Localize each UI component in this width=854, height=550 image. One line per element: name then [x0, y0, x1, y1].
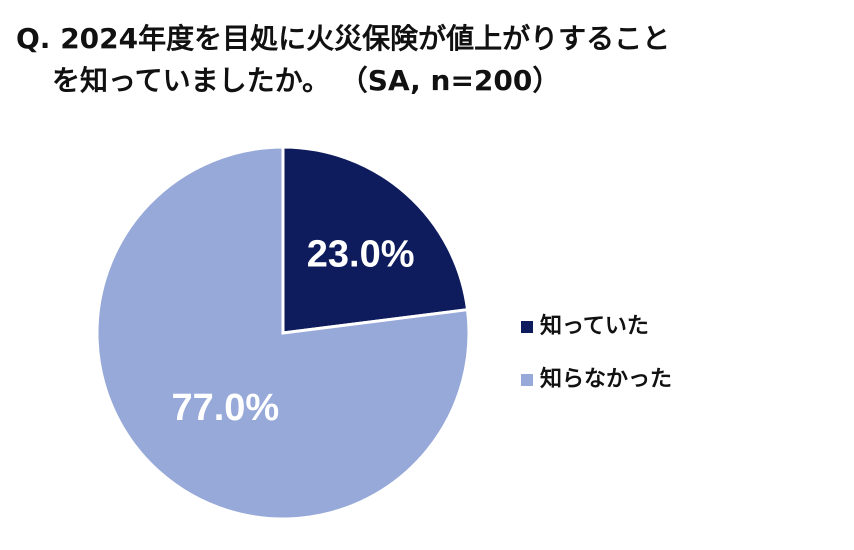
pie-slice: [95, 145, 471, 521]
pie-slice: [281, 145, 470, 335]
value-label: 23.0%: [307, 233, 415, 275]
legend-swatch: [521, 321, 533, 333]
legend-label: 知っていた: [540, 313, 649, 339]
value-label: 77.0%: [171, 387, 279, 429]
legend-swatch: [521, 374, 533, 386]
legend-label: 知らなかった: [540, 366, 672, 392]
chart-title: を知っていましたか。 （SA, n=200）: [52, 64, 560, 97]
chart-title: Q. 2024年度を目処に火災保険が値上がりすること: [16, 22, 670, 55]
